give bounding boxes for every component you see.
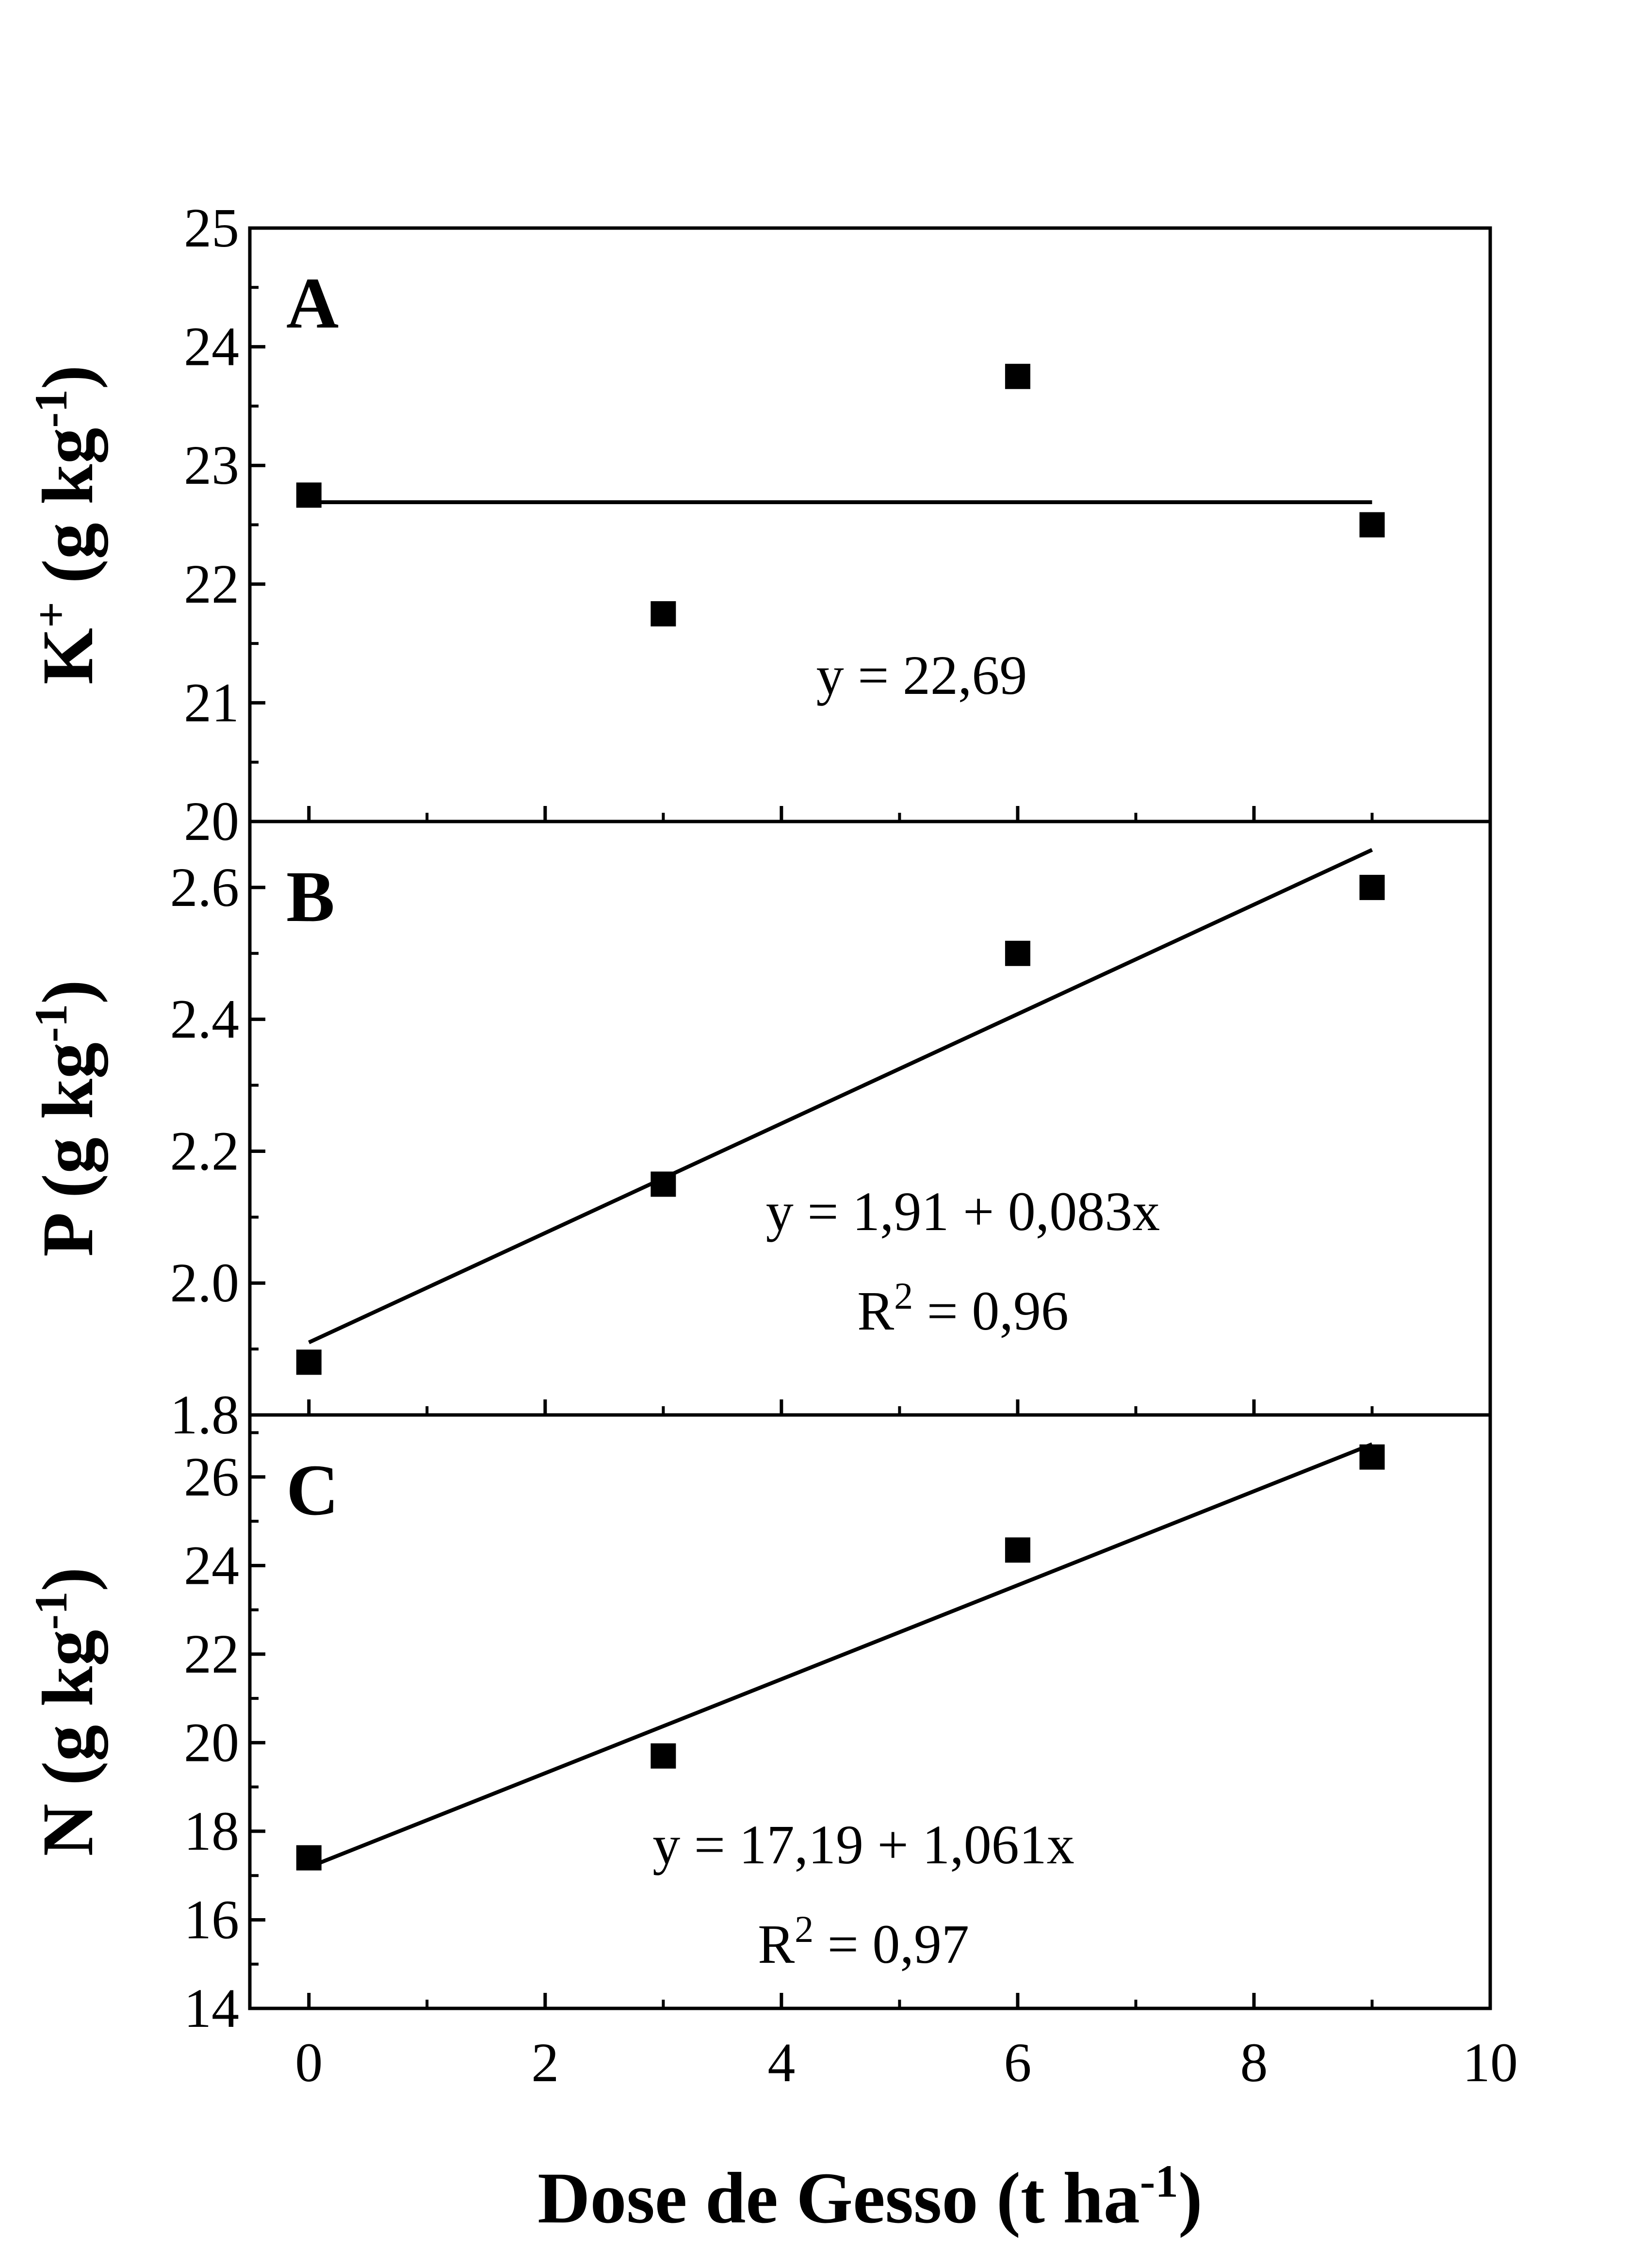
y-tick-label: 14 bbox=[184, 1977, 239, 2039]
x-tick-label: 0 bbox=[295, 2032, 323, 2093]
y-tick-label: 22 bbox=[184, 553, 239, 615]
data-point bbox=[651, 1743, 676, 1769]
x-tick-label: 4 bbox=[767, 2032, 795, 2093]
y-axis-title: N (g kg-1) bbox=[25, 1567, 108, 1857]
y-tick-label: 20 bbox=[184, 790, 239, 852]
y-tick-label: 25 bbox=[184, 197, 239, 259]
r-squared: R2 = 0,96 bbox=[857, 1275, 1069, 1342]
data-point bbox=[1005, 363, 1030, 389]
y-tick-label: 20 bbox=[184, 1711, 239, 1773]
data-point bbox=[296, 482, 322, 508]
fit-line bbox=[308, 1442, 1373, 1869]
y-tick-label: 1.8 bbox=[170, 1384, 240, 1446]
x-tick-label: 2 bbox=[531, 2032, 559, 2093]
y-tick-label: 24 bbox=[184, 316, 239, 378]
y-tick-label: 2.0 bbox=[170, 1252, 240, 1314]
fit-line bbox=[308, 848, 1373, 1345]
data-point bbox=[1005, 940, 1030, 966]
regression-equation: y = 17,19 + 1,061x bbox=[652, 1814, 1074, 1875]
data-point bbox=[1359, 512, 1385, 538]
panel-B: 1.8 2.0 2.2 2.4 2.6 B P (g kg-1) y = 1,91 + 0,0… bbox=[25, 820, 1492, 1446]
x-tick-label: 6 bbox=[1004, 2032, 1031, 2093]
y-tick-label: 2.2 bbox=[170, 1120, 240, 1182]
y-tick-label: 18 bbox=[184, 1800, 239, 1862]
panel-letter: A bbox=[286, 263, 339, 344]
x-axis: 0 2 4 6 8 10 Dose de Gesso (t ha-1) bbox=[295, 2032, 1518, 2238]
y-tick-label: 24 bbox=[184, 1534, 239, 1596]
panel-A: 20 21 22 23 24 25 A K+ (g kg-1) y = 22,69 bbox=[25, 197, 1492, 852]
y-tick-label: 16 bbox=[184, 1889, 239, 1950]
panel-C: 14 16 18 20 22 24 26 C N (g kg-1) y = 17,19 + 1,0… bbox=[25, 1413, 1492, 2039]
plot-frame bbox=[248, 226, 1492, 823]
y-tick-label: 2.4 bbox=[170, 988, 240, 1050]
data-point bbox=[1005, 1537, 1030, 1563]
panel-letter: B bbox=[286, 856, 335, 937]
data-point bbox=[296, 1349, 322, 1375]
y-axis-title: P (g kg-1) bbox=[25, 980, 108, 1257]
y-tick-label: 21 bbox=[184, 672, 239, 733]
plot-frame bbox=[248, 1413, 1492, 2010]
panel-letter: C bbox=[286, 1450, 339, 1530]
data-point bbox=[651, 601, 676, 626]
y-tick-label: 2.6 bbox=[170, 856, 240, 918]
panels-layer: 20 21 22 23 24 25 A K+ (g kg-1) y = 22,69 1.8 2.0 2… bbox=[25, 197, 1492, 2039]
x-tick-label: 8 bbox=[1240, 2032, 1268, 2093]
y-tick-label: 22 bbox=[184, 1623, 239, 1685]
x-axis-title: Dose de Gesso (t ha-1) bbox=[537, 2155, 1203, 2238]
y-axis-title: K+ (g kg-1) bbox=[25, 365, 108, 684]
data-point bbox=[296, 1845, 322, 1871]
data-point bbox=[1359, 1444, 1385, 1470]
r-squared: R2 = 0,97 bbox=[758, 1908, 969, 1975]
y-tick-label: 23 bbox=[184, 434, 239, 496]
data-point bbox=[651, 1171, 676, 1197]
data-point bbox=[1359, 874, 1385, 900]
y-tick-label: 26 bbox=[184, 1446, 239, 1508]
regression-equation: y = 22,69 bbox=[816, 644, 1027, 706]
regression-equation: y = 1,91 + 0,083x bbox=[766, 1181, 1160, 1242]
x-tick-label: 10 bbox=[1463, 2032, 1518, 2093]
